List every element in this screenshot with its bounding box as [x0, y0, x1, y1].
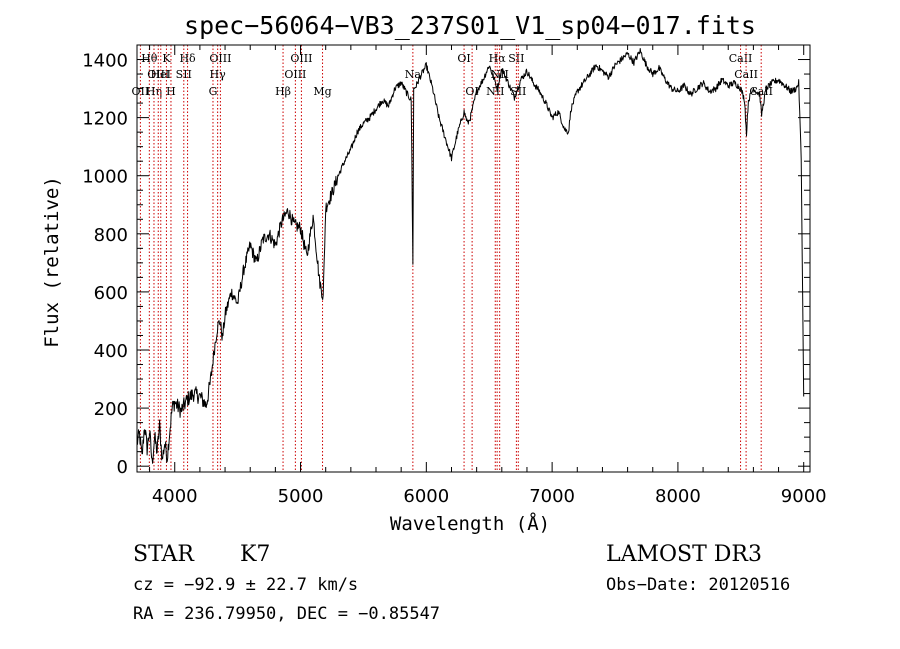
marker-label: SII [176, 68, 192, 81]
marker-label: Hβ [275, 85, 291, 98]
y-tick-label: 400 [94, 341, 128, 362]
y-tick-label: 800 [94, 225, 128, 246]
x-tick-label: 5000 [278, 486, 324, 507]
axes-group: 4000 5000 6000 7000 8000 9000 0 200 400 600 800 100… [82, 44, 827, 507]
marker-label: OIII [147, 68, 169, 81]
obs-date-text: Obs−Date: 20120516 [606, 575, 790, 595]
marker-label: OIII [290, 52, 312, 65]
cz-text: cz = −92.9 ± 22.7 km/s [133, 575, 358, 595]
x-tick-label: 9000 [781, 486, 827, 507]
marker-label: Hη [146, 85, 162, 98]
survey-label: LAMOST DR3 [606, 542, 762, 567]
marker-label: OIII [284, 68, 306, 81]
series-group [136, 48, 805, 464]
x-axis-label: Wavelength (Å) [390, 512, 550, 535]
marker-label: CaII [734, 68, 758, 81]
marker-label: K [162, 52, 171, 65]
radec-text: RA = 236.79950, DEC = −0.85547 [133, 604, 440, 624]
marker-label: OI [457, 52, 470, 65]
marker-label: NII [486, 85, 504, 98]
y-axis-label: Flux (relative) [41, 176, 63, 348]
marker-label: OII [132, 85, 150, 98]
y-tick-label: 1200 [82, 109, 128, 130]
marker-label: CaII [729, 52, 753, 65]
x-tick-label: 6000 [403, 486, 449, 507]
spectrum-line-0 [136, 48, 805, 464]
marker-label: SII [508, 52, 524, 65]
marker-label: Hδ [179, 52, 196, 65]
marker-label: Hγ [210, 68, 227, 81]
marker-label: SII [510, 85, 526, 98]
plot-frame [136, 44, 811, 473]
x-tick-label: 8000 [655, 486, 701, 507]
y-tick-label: 0 [117, 457, 128, 478]
chart-title: spec−56064−VB3_237S01_V1_sp04−017.fits [184, 11, 756, 40]
y-tick-label: 200 [94, 399, 128, 420]
y-tick-label: 1000 [82, 167, 128, 188]
y-tick-label: 600 [94, 283, 128, 304]
marker-label: HeI [151, 68, 171, 81]
marker-label: Na [405, 68, 422, 81]
subclass-label: K7 [240, 542, 270, 567]
marker-label: G [209, 85, 218, 98]
marker-label: Mg [313, 85, 331, 98]
line-markers-group: OIIHθHηOIIIHeIKHSIIHδGHγOIIIHβOIIIOIIIMg… [132, 45, 773, 472]
marker-label: Hθ [141, 52, 158, 65]
marker-label: H [166, 85, 176, 98]
y-tick-label: 1400 [82, 51, 128, 72]
marker-label: Hα [489, 52, 507, 65]
class-label: STAR [133, 542, 195, 567]
marker-label: OIII [209, 52, 231, 65]
x-tick-label: 4000 [152, 486, 198, 507]
x-tick-label: 7000 [529, 486, 575, 507]
